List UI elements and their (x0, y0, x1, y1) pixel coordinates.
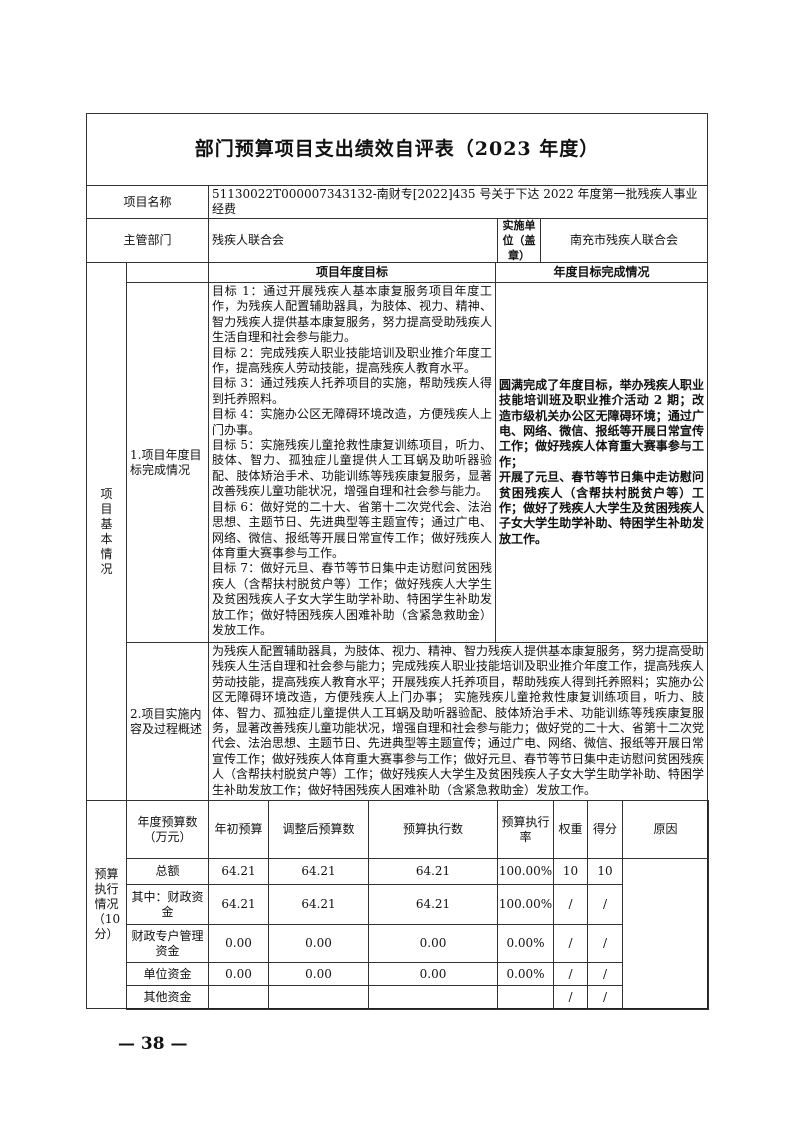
budget-reason-cell (622, 858, 709, 1010)
budget-cell: 0.00% (497, 924, 554, 963)
budget-header-adjusted: 调整后预算数 (268, 800, 369, 859)
basic-info-label: 项目基本情况 (86, 262, 127, 801)
budget-header-initial: 年初预算 (208, 800, 269, 859)
budget-cell: 0.00 (268, 924, 369, 963)
goal-column-header: 项目年度目标 (208, 262, 496, 283)
goals-label-spacer (126, 262, 209, 283)
impl-unit-value: 南充市残疾人联合会 (540, 218, 708, 263)
budget-cell: 0.00 (208, 924, 269, 963)
done-column-header: 年度目标完成情况 (495, 262, 708, 283)
goal-text: 目标 1：通过开展残疾人基本康复服务项目年度工作，为残疾人配置辅助器具，为肢体、… (208, 282, 496, 643)
budget-cell: / (587, 962, 623, 986)
project-name-value: 51130022T000007343132-南财专[2022]435 号关于下达… (208, 185, 708, 219)
budget-cell (497, 985, 554, 1010)
budget-header-executed: 预算执行数 (368, 800, 498, 859)
budget-cell (368, 985, 498, 1010)
budget-cell: 10 (553, 858, 588, 885)
budget-cell: 64.21 (208, 884, 269, 925)
budget-cell: 财政专户管理资金 (126, 924, 209, 963)
budget-cell: 0.00 (368, 962, 498, 986)
budget-header-weight: 权重 (553, 800, 588, 859)
budget-header-rate: 预算执行率 (497, 800, 554, 859)
budget-cell: 0.00 (368, 924, 498, 963)
goals-label: 1.项目年度目标完成情况 (126, 282, 209, 643)
budget-cell: 0.00% (497, 962, 554, 986)
budget-cell: 0.00 (208, 962, 269, 986)
budget-cell: 0.00 (268, 962, 369, 986)
budget-cell: / (587, 985, 623, 1010)
budget-label: 预算执行情况（10分） (86, 800, 127, 1009)
implementation-label: 2.项目实施内容及过程概述 (126, 642, 209, 801)
budget-cell: 单位资金 (126, 962, 209, 986)
budget-cell: / (553, 985, 588, 1010)
budget-cell: 64.21 (368, 858, 498, 885)
budget-cell (208, 985, 269, 1010)
impl-unit-label: 实施单位（盖章） (497, 218, 541, 263)
dept-label: 主管部门 (86, 218, 209, 263)
budget-cell: / (587, 884, 623, 925)
done-text: 圆满完成了年度目标，举办残疾人职业技能培训班及职业推介活动 2 期；改造市级机关… (495, 282, 708, 643)
budget-cell: 64.21 (268, 884, 369, 925)
budget-cell: 总额 (126, 858, 209, 885)
budget-cell: / (553, 924, 588, 963)
budget-header-category: 年度预算数（万元） (126, 800, 209, 859)
page-number: — 38 — (118, 1034, 188, 1054)
budget-cell: 64.21 (368, 884, 498, 925)
dept-value: 残疾人联合会 (208, 218, 498, 263)
project-name-label: 项目名称 (86, 185, 209, 219)
budget-header-reason: 原因 (622, 800, 709, 859)
budget-cell: 100.00% (497, 858, 554, 885)
budget-cell: 其中：财政资金 (126, 884, 209, 925)
budget-cell: 64.21 (268, 858, 369, 885)
budget-cell: / (587, 924, 623, 963)
budget-cell: 64.21 (208, 858, 269, 885)
budget-header-score: 得分 (587, 800, 623, 859)
budget-cell: / (553, 884, 588, 925)
implementation-text: 为残疾人配置辅助器具，为肢体、视力、精神、智力残疾人提供基本康复服务，努力提高受… (208, 642, 708, 801)
budget-cell: 10 (587, 858, 623, 885)
budget-cell: 100.00% (497, 884, 554, 925)
page-title: 部门预算项目支出绩效自评表（2023 年度） (86, 113, 708, 186)
budget-cell (268, 985, 369, 1010)
budget-cell: 其他资金 (126, 985, 209, 1010)
budget-cell: / (553, 962, 588, 986)
